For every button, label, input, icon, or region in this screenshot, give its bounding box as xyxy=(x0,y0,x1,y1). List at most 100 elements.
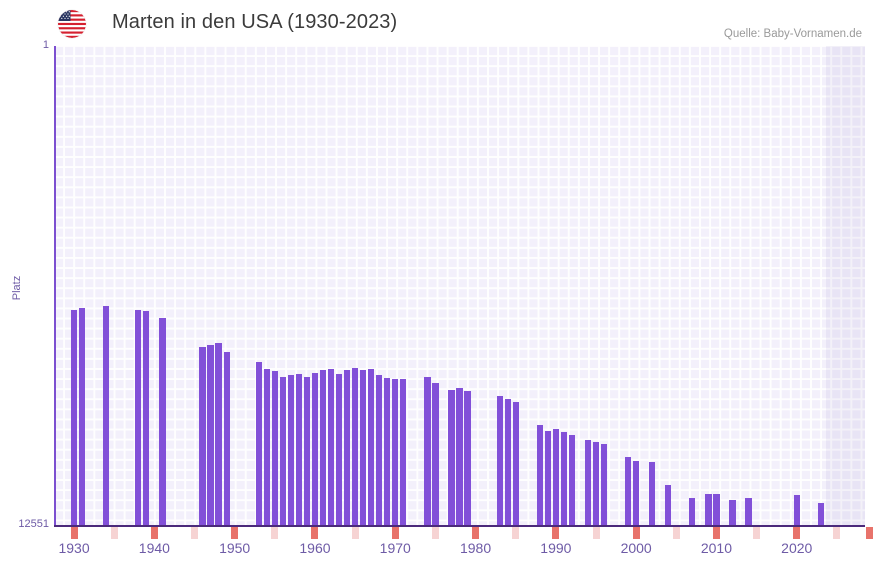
x-axis-tick-label: 1960 xyxy=(299,540,331,556)
bar[interactable] xyxy=(368,369,375,526)
bar[interactable] xyxy=(624,457,632,526)
x-axis-minor-tick xyxy=(753,527,761,539)
bar[interactable] xyxy=(255,362,262,526)
bar[interactable] xyxy=(793,495,800,526)
x-axis-minor-tick xyxy=(592,527,600,539)
bar[interactable] xyxy=(689,498,696,526)
bar[interactable] xyxy=(159,318,166,526)
bar[interactable] xyxy=(335,374,343,526)
bar[interactable] xyxy=(552,429,559,526)
x-axis-tick-label: 2000 xyxy=(620,540,652,556)
bar[interactable] xyxy=(424,377,431,526)
bar[interactable] xyxy=(592,442,600,526)
x-axis-tick-label: 1950 xyxy=(219,540,251,556)
bar[interactable] xyxy=(343,370,351,526)
x-axis-line xyxy=(54,525,865,527)
bar[interactable] xyxy=(512,402,519,526)
bar[interactable] xyxy=(536,425,543,526)
bar[interactable] xyxy=(584,440,592,526)
bar-series xyxy=(54,46,865,526)
x-axis-tick-label: 2020 xyxy=(781,540,813,556)
bar[interactable] xyxy=(600,444,608,526)
y-axis: 1 12551 Platz xyxy=(0,0,49,567)
bar[interactable] xyxy=(319,370,327,526)
x-axis-labels: 1930 1940 1950 1960 1970 1980 1990 2000 2010 2020 xyxy=(54,540,865,564)
bar[interactable] xyxy=(544,431,551,526)
bar[interactable] xyxy=(432,383,439,526)
bar[interactable] xyxy=(287,375,294,526)
bar[interactable] xyxy=(303,377,311,526)
x-axis-major-tick xyxy=(865,527,873,539)
x-axis-minor-tick xyxy=(512,527,520,539)
forecast-shaded-region xyxy=(825,46,865,526)
bar[interactable] xyxy=(384,378,391,526)
bar[interactable] xyxy=(448,390,455,526)
y-axis-tick-top: 1 xyxy=(42,39,49,51)
bar[interactable] xyxy=(135,310,142,526)
chart-title: Marten in den USA (1930-2023) xyxy=(112,11,398,33)
bar[interactable] xyxy=(103,306,110,526)
bar[interactable] xyxy=(295,374,303,526)
x-axis-minor-tick xyxy=(110,527,118,539)
x-axis-minor-tick xyxy=(672,527,680,539)
bar[interactable] xyxy=(351,368,359,526)
chart-header: Marten in den USA (1930-2023) Quelle: Ba… xyxy=(0,0,873,46)
plot-area xyxy=(54,46,865,526)
y-axis-tick-bottom: 12551 xyxy=(18,518,49,530)
x-axis-tick-label: 1930 xyxy=(58,540,90,556)
x-axis-tick-label: 1980 xyxy=(459,540,492,556)
bar[interactable] xyxy=(713,494,720,526)
bar[interactable] xyxy=(78,308,86,526)
bar[interactable] xyxy=(560,432,567,526)
bar[interactable] xyxy=(496,396,503,526)
bar[interactable] xyxy=(271,371,278,526)
x-axis-major-tick xyxy=(311,527,319,539)
bar[interactable] xyxy=(215,343,222,526)
x-axis-tick-label: 1940 xyxy=(138,540,170,556)
bar[interactable] xyxy=(665,485,672,526)
x-axis-major-tick xyxy=(793,527,801,539)
bar[interactable] xyxy=(279,377,286,526)
bar[interactable] xyxy=(223,352,230,526)
bar[interactable] xyxy=(464,391,471,526)
bar[interactable] xyxy=(817,503,824,526)
x-axis-tick-label: 1970 xyxy=(379,540,411,556)
x-axis-major-tick xyxy=(472,527,480,539)
bar[interactable] xyxy=(729,500,736,526)
x-axis-major-tick xyxy=(712,527,720,539)
x-axis-major-tick xyxy=(391,527,399,539)
x-axis-major-tick xyxy=(552,527,560,539)
bar[interactable] xyxy=(456,388,463,526)
bar[interactable] xyxy=(327,369,335,526)
x-axis-major-tick xyxy=(231,527,239,539)
x-axis-ticks xyxy=(54,527,873,539)
x-axis-minor-tick xyxy=(351,527,359,539)
x-axis-minor-tick xyxy=(191,527,199,539)
bar[interactable] xyxy=(311,373,319,526)
bar[interactable] xyxy=(633,461,640,526)
bar[interactable] xyxy=(376,375,383,526)
x-axis-major-tick xyxy=(632,527,640,539)
x-axis-major-tick xyxy=(70,527,78,539)
bar[interactable] xyxy=(360,370,367,526)
bar[interactable] xyxy=(400,379,407,526)
y-axis-title: Platz xyxy=(11,275,23,301)
bar[interactable] xyxy=(143,311,150,526)
bar[interactable] xyxy=(568,435,576,526)
bar[interactable] xyxy=(649,462,656,526)
bar[interactable] xyxy=(504,399,511,526)
bar[interactable] xyxy=(392,379,399,526)
bar[interactable] xyxy=(745,498,752,526)
bar[interactable] xyxy=(207,345,214,526)
x-axis-major-tick xyxy=(150,527,158,539)
x-axis-tick-label: 2010 xyxy=(700,540,733,556)
us-flag-icon xyxy=(58,10,86,38)
x-axis-minor-tick xyxy=(833,527,841,539)
bar[interactable] xyxy=(705,494,712,526)
x-axis-minor-tick xyxy=(271,527,279,539)
bar[interactable] xyxy=(70,310,78,526)
plot-left-border xyxy=(54,46,56,526)
bar[interactable] xyxy=(199,347,206,526)
bar[interactable] xyxy=(263,369,270,526)
x-axis-minor-tick xyxy=(431,527,439,539)
